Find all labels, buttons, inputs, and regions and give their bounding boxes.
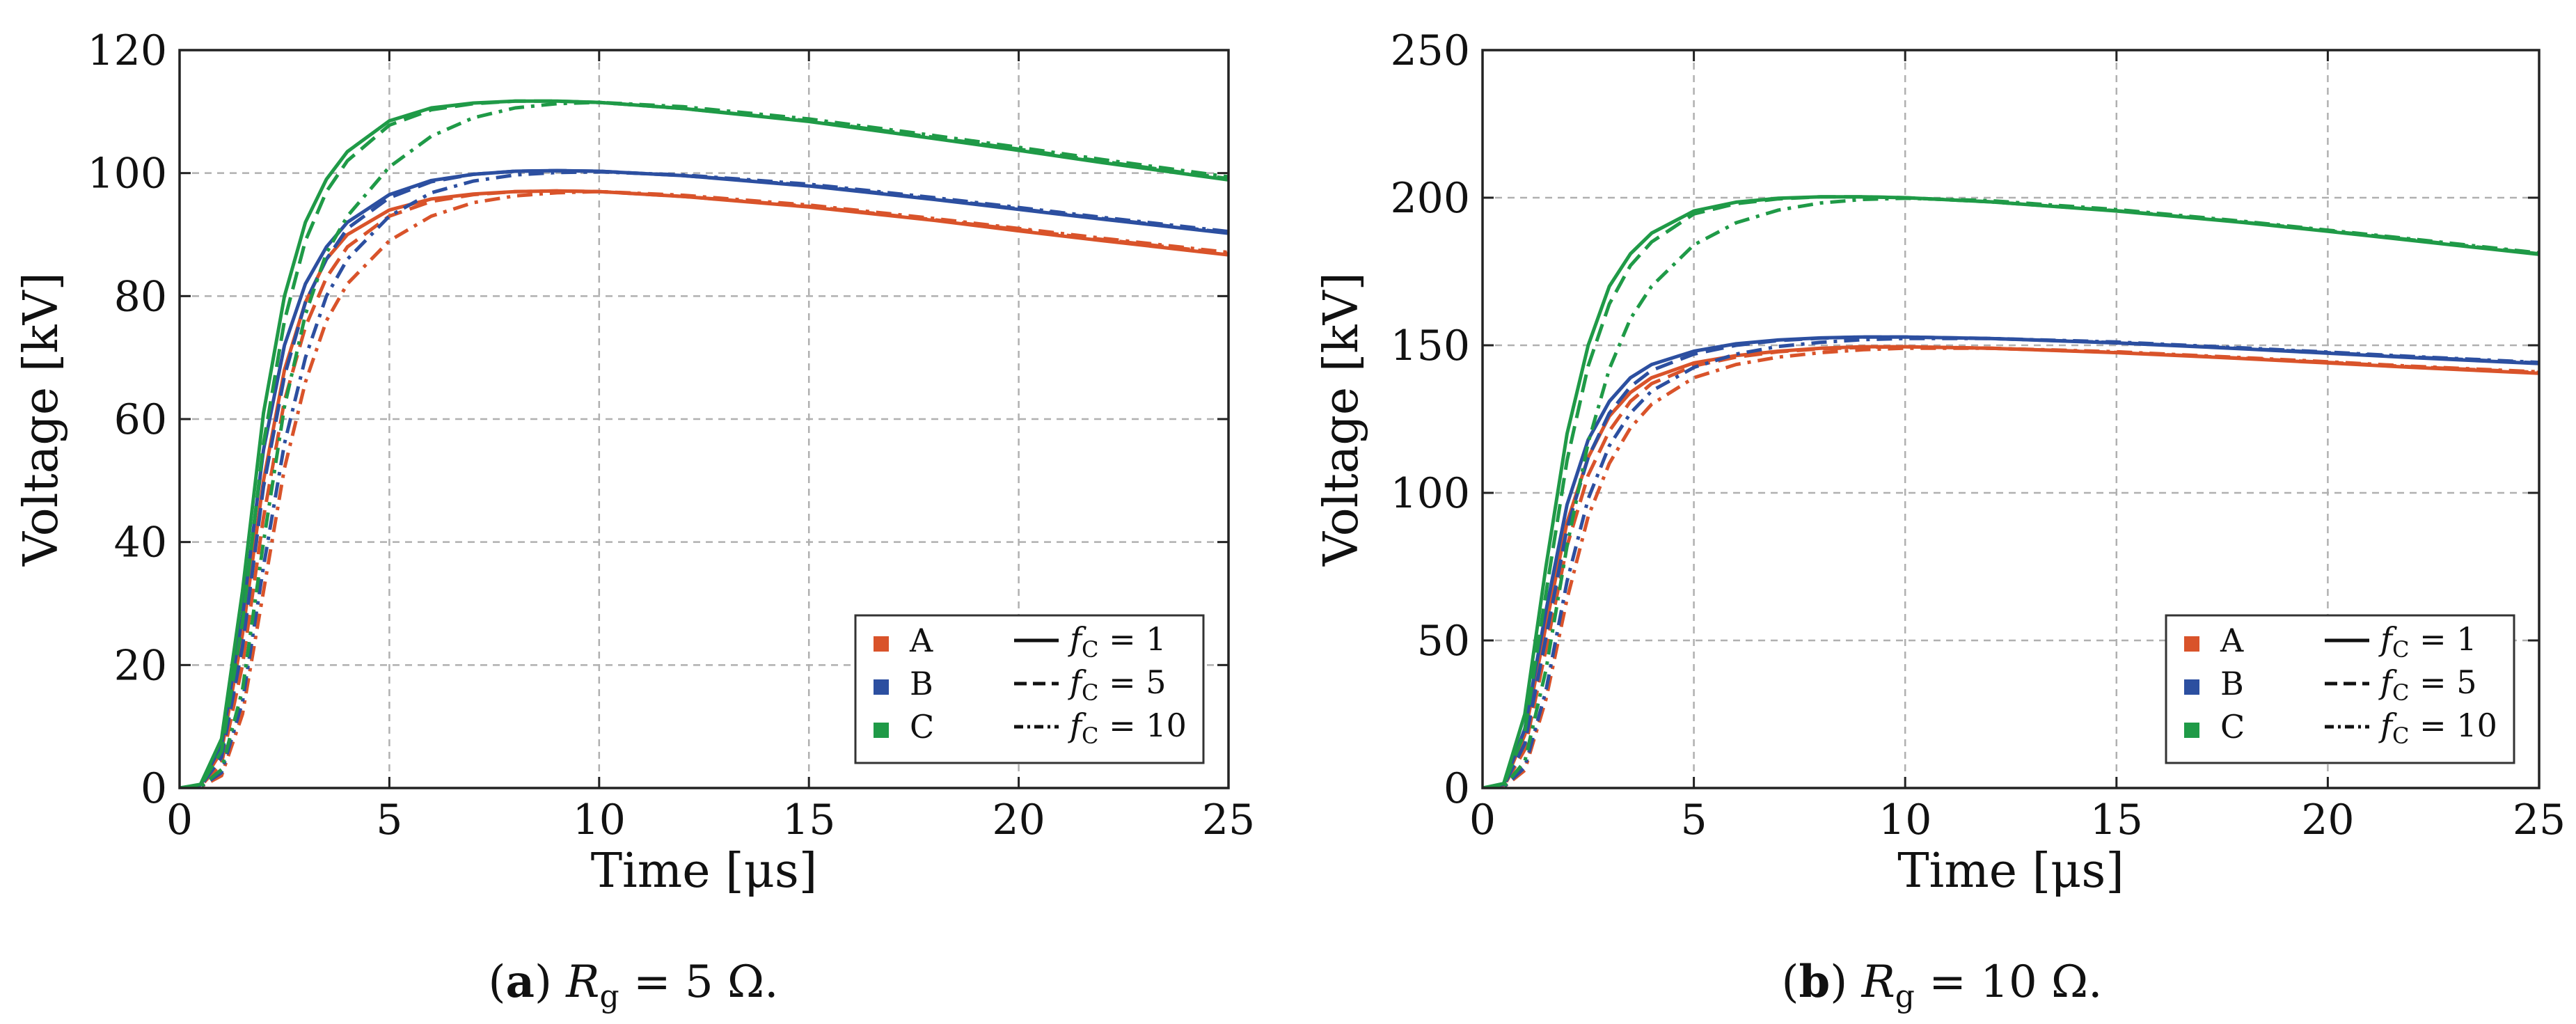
y-axis-label: Voltage [kV] bbox=[1314, 272, 1369, 567]
legend-swatch-A bbox=[2184, 636, 2199, 652]
panel-caption: (b) Rg = 10 Ω. bbox=[1782, 956, 2103, 1014]
series-line-A-fc10 bbox=[180, 189, 1228, 788]
x-tick-label: 5 bbox=[376, 796, 402, 844]
legend-style-label: fC = 1 bbox=[2378, 620, 2477, 663]
series-line-A-fc10 bbox=[1483, 346, 2539, 788]
y-tick-label: 200 bbox=[1390, 174, 1470, 223]
series-line-A-fc5 bbox=[1483, 345, 2539, 788]
legend-swatch-B bbox=[874, 679, 889, 695]
y-tick-label: 100 bbox=[1390, 469, 1470, 518]
legend-swatch-B bbox=[2184, 679, 2199, 695]
y-tick-label: 40 bbox=[114, 519, 167, 567]
y-tick-label: 0 bbox=[1444, 764, 1470, 813]
legend-label-B: B bbox=[910, 665, 933, 702]
series-line-B-fc10 bbox=[180, 170, 1228, 788]
y-tick-label: 150 bbox=[1390, 322, 1470, 370]
legend-swatch-C bbox=[874, 723, 889, 738]
x-axis-label: Time [μs] bbox=[1897, 844, 2124, 899]
y-tick-label: 250 bbox=[1390, 26, 1470, 75]
legend-style-label: fC = 10 bbox=[1068, 707, 1187, 749]
x-tick-label: 10 bbox=[573, 796, 626, 844]
y-tick-label: 120 bbox=[87, 26, 167, 75]
legend-style-label: fC = 5 bbox=[1068, 663, 1167, 706]
x-tick-label: 15 bbox=[2090, 796, 2143, 844]
legend-label-A: A bbox=[909, 622, 933, 659]
series-line-C-fc10 bbox=[1483, 196, 2539, 788]
series-line-C-fc5 bbox=[180, 99, 1228, 788]
legend-label-C: C bbox=[910, 708, 934, 746]
y-axis-label: Voltage [kV] bbox=[14, 272, 69, 567]
legend-style-label: fC = 5 bbox=[2378, 663, 2477, 706]
x-tick-label: 10 bbox=[1879, 796, 1931, 844]
y-tick-label: 80 bbox=[114, 272, 167, 321]
y-tick-label: 20 bbox=[114, 641, 167, 690]
series-line-B-fc10 bbox=[1483, 336, 2539, 788]
x-tick-label: 15 bbox=[782, 796, 835, 844]
legend-swatch-A bbox=[874, 636, 889, 652]
legend-style-label: fC = 1 bbox=[1068, 620, 1167, 663]
legend-label-C: C bbox=[2220, 708, 2245, 746]
x-tick-label: 25 bbox=[1202, 796, 1255, 844]
x-tick-label: 20 bbox=[2301, 796, 2354, 844]
x-tick-label: 20 bbox=[992, 796, 1045, 844]
legend-label-A: A bbox=[2220, 622, 2244, 659]
series-group bbox=[180, 99, 1228, 788]
x-tick-label: 25 bbox=[2513, 796, 2566, 844]
series-line-B-fc5 bbox=[1483, 335, 2539, 788]
series-line-A-fc5 bbox=[180, 189, 1228, 788]
panel-caption: (a) Rg = 5 Ω. bbox=[489, 956, 779, 1014]
chart-panel-a: 0 5 10 15 20 25 0 20 40 60 80 100 120 Time [μs] Voltag… bbox=[14, 26, 1255, 1014]
x-tick-label: 5 bbox=[1681, 796, 1707, 844]
x-tick-label: 0 bbox=[166, 796, 193, 844]
y-tick-label: 0 bbox=[141, 764, 167, 813]
y-tick-label: 100 bbox=[87, 150, 167, 198]
legend-style-label: fC = 10 bbox=[2378, 707, 2497, 749]
legend-label-B: B bbox=[2220, 665, 2244, 702]
y-tick-label: 60 bbox=[114, 395, 167, 444]
series-group bbox=[1483, 195, 2539, 788]
x-axis-label: Time [μs] bbox=[591, 844, 818, 899]
legend-swatch-C bbox=[2184, 723, 2199, 738]
x-tick-label: 0 bbox=[1469, 796, 1496, 844]
y-tick-label: 50 bbox=[1417, 617, 1470, 665]
plot-frame bbox=[1481, 49, 2541, 789]
